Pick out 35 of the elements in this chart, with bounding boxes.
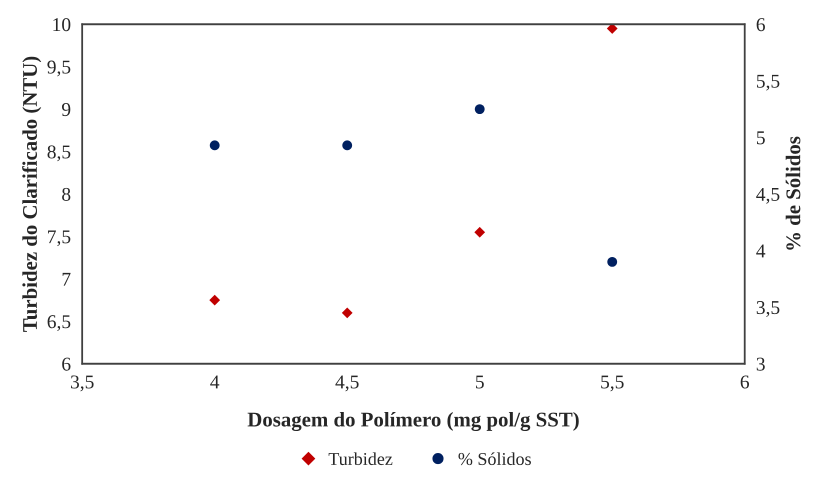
- x-tick-label: 6: [740, 375, 750, 389]
- legend-label: % Sólidos: [458, 452, 531, 466]
- y-tick-label: 7: [62, 272, 71, 286]
- y-tick-label: 9,5: [47, 60, 70, 76]
- x-tick-label: 5,5: [601, 376, 624, 392]
- legend-label: Turbidez: [328, 452, 392, 466]
- y-tick-label: 6: [62, 358, 71, 371]
- x-axis-title: Dosagem do Polímero (mg pol/g SST): [248, 412, 579, 432]
- y-tick-label: 10: [53, 18, 70, 32]
- y-tick-label: 8,5: [48, 145, 70, 162]
- x-tick-label: 4,5: [335, 376, 359, 392]
- y2-tick-label: 4,5: [756, 188, 780, 204]
- y2-axis-title: % de Sólidos: [786, 136, 800, 250]
- x-tick-label: 5: [476, 376, 484, 389]
- y-axis-title: Turbidez do Clarificado (NTU): [22, 56, 42, 332]
- y-tick-label: 6,5: [48, 315, 70, 332]
- point: [474, 226, 486, 238]
- y2-tick-label: 3: [756, 358, 765, 371]
- x-tick-label: 3,5: [70, 375, 94, 392]
- point: [342, 307, 353, 318]
- x-tick-label: 4: [210, 376, 220, 388]
- point: [607, 256, 618, 267]
- y2-tick-label: 5,5: [756, 74, 780, 91]
- point: [209, 294, 220, 306]
- y2-tick-label: 5: [756, 131, 765, 144]
- y2-tick-label: 4: [756, 244, 766, 258]
- y2-tick-label: 6: [756, 18, 765, 32]
- y2-tick-label: 3,5: [756, 301, 780, 317]
- point: [342, 140, 352, 150]
- y-tick-label: 9: [62, 102, 70, 116]
- y-tick-label: 7,5: [48, 230, 70, 246]
- point: [606, 24, 618, 34]
- point: [210, 140, 220, 150]
- point: [474, 104, 485, 114]
- y-tick-label: 8: [62, 188, 70, 201]
